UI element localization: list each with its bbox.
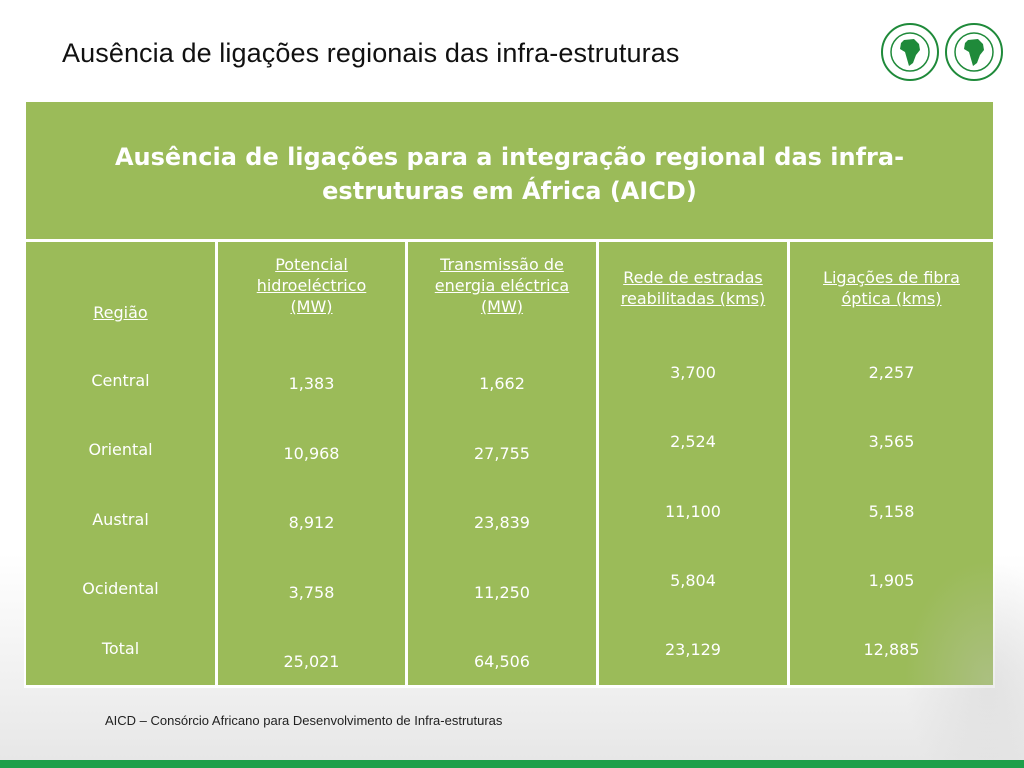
aicd-table: Ausência de ligações para a integração r… (24, 100, 995, 688)
table-cell: 8,912 (288, 513, 335, 532)
column-regiao: Região Central Oriental Austral Ocidenta… (26, 242, 215, 685)
logos (880, 22, 1006, 84)
footer-bar (0, 760, 1024, 768)
table-cell: 64,506 (474, 652, 530, 671)
table-cell: 23,129 (665, 640, 721, 659)
table-cell: 3,758 (288, 583, 335, 602)
table-cell: 1,662 (479, 374, 525, 393)
afdb-bank-logo (881, 23, 939, 81)
afdb-fund-logo (945, 23, 1003, 81)
table-cell: 3,700 (670, 363, 716, 382)
column-fiber: Ligações de fibra óptica (kms) 2,257 3,5… (790, 242, 993, 685)
table-cell: 11,100 (665, 502, 721, 521)
column-roads: Rede de estradas reabilitadas (kms) 3,70… (599, 242, 787, 685)
table-cell: 1,905 (868, 571, 915, 590)
table-cell: 23,839 (474, 513, 530, 532)
column-header: Transmissão de energia eléctrica (MW) (434, 255, 570, 316)
table-cell: Central (91, 371, 150, 390)
table-cell: 10,968 (283, 444, 340, 463)
table-cell: Ocidental (82, 579, 159, 598)
table-cell: 2,257 (868, 363, 915, 382)
table-cell: 27,755 (474, 444, 530, 463)
background-map-watermark (904, 560, 1024, 760)
table-title-box: Ausência de ligações para a integração r… (26, 102, 993, 239)
column-header: Potencial hidroeléctrico (MW) (256, 255, 367, 316)
column-header: Rede de estradas reabilitadas (kms) (620, 268, 766, 308)
table-cell: 25,021 (283, 652, 340, 671)
table-cell: 11,250 (474, 583, 530, 602)
slide-title: Ausência de ligações regionais das infra… (62, 38, 680, 68)
table-cell: 2,524 (670, 432, 716, 451)
table-cell: 3,565 (868, 432, 915, 451)
table-cell: 12,885 (863, 640, 920, 659)
table-cell: Total (101, 639, 140, 658)
table-title: Ausência de ligações para a integração r… (114, 142, 905, 205)
column-header: Região (93, 303, 148, 322)
column-hydro: Potencial hidroeléctrico (MW) 1,383 10,9… (218, 242, 405, 685)
table-cell: Oriental (88, 440, 153, 459)
table-cell: 5,804 (670, 571, 716, 590)
column-header: Ligações de fibra óptica (kms) (823, 268, 960, 308)
column-transmission: Transmissão de energia eléctrica (MW) 1,… (408, 242, 596, 685)
table-cell: Austral (92, 510, 149, 529)
table-cell: 1,383 (288, 374, 335, 393)
table-cell: 5,158 (868, 502, 915, 521)
footnote: AICD – Consórcio Africano para Desenvolv… (105, 713, 503, 728)
